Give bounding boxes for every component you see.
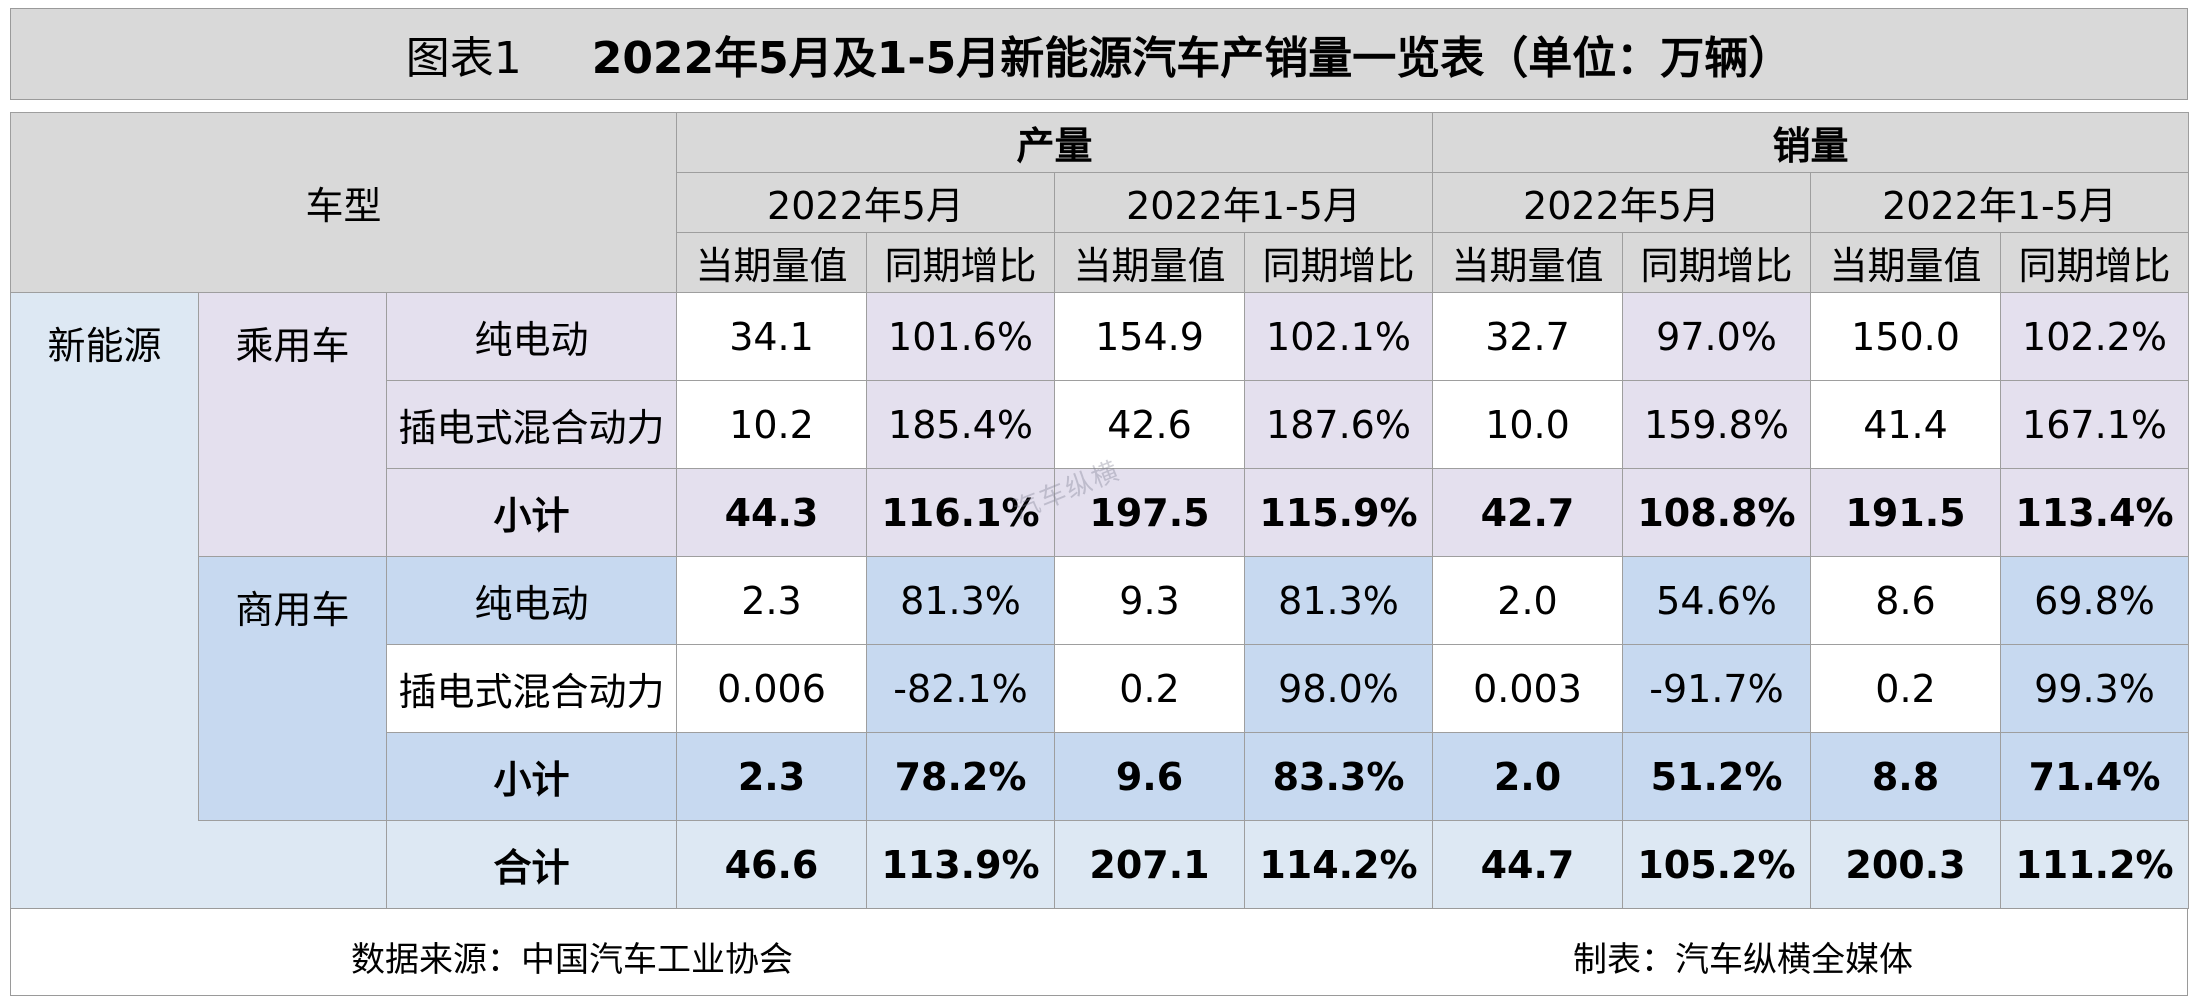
table-cell: 113.9% [866, 820, 1055, 909]
table-cell: 108.8% [1622, 468, 1811, 557]
maker-note: 制表：汽车纵横全媒体 [1573, 940, 1913, 980]
column-header: 当期量值 [1432, 232, 1623, 293]
table-cell: 10.0 [1432, 380, 1623, 469]
column-header: 同期增比 [866, 232, 1055, 293]
table-cell: 8.6 [1810, 556, 2001, 645]
row-label: 插电式混合动力 [386, 380, 677, 469]
table-cell: 54.6% [1622, 556, 1811, 645]
table-cell: 2.0 [1432, 732, 1623, 821]
table-cell: 44.3 [676, 468, 867, 557]
table-cell: 10.2 [676, 380, 867, 469]
table-cell: 8.8 [1810, 732, 2001, 821]
table-cell: 78.2% [866, 732, 1055, 821]
column-header: 当期量值 [1054, 232, 1245, 293]
vehicle-type-header: 车型 [10, 112, 677, 293]
table-cell: 2.3 [676, 556, 867, 645]
column-header: 同期增比 [1622, 232, 1811, 293]
page-title: 2022年5月及1-5月新能源汽车产销量一览表（单位：万辆） [591, 33, 1793, 84]
column-header: 同期增比 [1244, 232, 1433, 293]
column-header: 当期量值 [1810, 232, 2001, 293]
table-cell: -91.7% [1622, 644, 1811, 733]
table-cell: 42.6 [1054, 380, 1245, 469]
table-cell: 9.3 [1054, 556, 1245, 645]
table-cell: 111.2% [2000, 820, 2189, 909]
table-cell: 115.9% [1244, 468, 1433, 557]
table-cell: 114.2% [1244, 820, 1433, 909]
table-cell: 41.4 [1810, 380, 2001, 469]
table-cell: 46.6 [676, 820, 867, 909]
production-header: 产量 [676, 112, 1433, 173]
table-cell: 113.4% [2000, 468, 2189, 557]
row-label: 纯电动 [386, 292, 677, 381]
table-cell: 44.7 [1432, 820, 1623, 909]
table-cell: 42.7 [1432, 468, 1623, 557]
table-cell: 97.0% [1622, 292, 1811, 381]
period-header: 2022年1-5月 [1054, 172, 1433, 233]
period-header: 2022年5月 [1432, 172, 1811, 233]
chart-label: 图表1 [405, 33, 522, 84]
table-cell: 98.0% [1244, 644, 1433, 733]
table-cell: 200.3 [1810, 820, 2001, 909]
table-title: 图表1 2022年5月及1-5月新能源汽车产销量一览表（单位：万辆） [10, 8, 2188, 100]
table-cell: 185.4% [866, 380, 1055, 469]
table-cell: 154.9 [1054, 292, 1245, 381]
table-footer: 数据来源：中国汽车工业协会 制表：汽车纵横全媒体 [10, 908, 2188, 996]
period-header: 2022年5月 [676, 172, 1055, 233]
nev-label: 新能源 [10, 292, 199, 821]
table-cell: 197.5 [1054, 468, 1245, 557]
table-cell: 9.6 [1054, 732, 1245, 821]
table-cell: 102.1% [1244, 292, 1433, 381]
row-label: 插电式混合动力 [386, 644, 677, 733]
sales-header: 销量 [1432, 112, 2189, 173]
table-cell: 167.1% [2000, 380, 2189, 469]
table-cell: 150.0 [1810, 292, 2001, 381]
table-cell: 71.4% [2000, 732, 2189, 821]
table-cell: 81.3% [1244, 556, 1433, 645]
table-cell: 105.2% [1622, 820, 1811, 909]
table-cell: 191.5 [1810, 468, 2001, 557]
table-cell: 2.0 [1432, 556, 1623, 645]
data-table: 车型 产量 销量 2022年5月 2022年1-5月 2022年5月 2022年… [10, 112, 2189, 909]
column-header: 当期量值 [676, 232, 867, 293]
period-header: 2022年1-5月 [1810, 172, 2189, 233]
total-label: 合计 [386, 820, 677, 909]
table-cell: 2.3 [676, 732, 867, 821]
row-label: 纯电动 [386, 556, 677, 645]
total-spacer [10, 820, 387, 909]
table-cell: 102.2% [2000, 292, 2189, 381]
column-header: 同期增比 [2000, 232, 2189, 293]
subtotal-label: 小计 [386, 732, 677, 821]
table-cell: 159.8% [1622, 380, 1811, 469]
source-note: 数据来源：中国汽车工业协会 [351, 940, 793, 980]
passenger-label: 乘用车 [198, 292, 387, 557]
table-cell: -82.1% [866, 644, 1055, 733]
table-cell: 0.2 [1810, 644, 2001, 733]
table-cell: 83.3% [1244, 732, 1433, 821]
table-cell: 34.1 [676, 292, 867, 381]
table-cell: 0.2 [1054, 644, 1245, 733]
subtotal-label: 小计 [386, 468, 677, 557]
table-cell: 116.1% [866, 468, 1055, 557]
table-cell: 32.7 [1432, 292, 1623, 381]
table-cell: 69.8% [2000, 556, 2189, 645]
table-cell: 0.003 [1432, 644, 1623, 733]
table-cell: 81.3% [866, 556, 1055, 645]
table-cell: 0.006 [676, 644, 867, 733]
table-cell: 99.3% [2000, 644, 2189, 733]
table-cell: 187.6% [1244, 380, 1433, 469]
table-cell: 51.2% [1622, 732, 1811, 821]
table-cell: 101.6% [866, 292, 1055, 381]
table-cell: 207.1 [1054, 820, 1245, 909]
commercial-label: 商用车 [198, 556, 387, 821]
